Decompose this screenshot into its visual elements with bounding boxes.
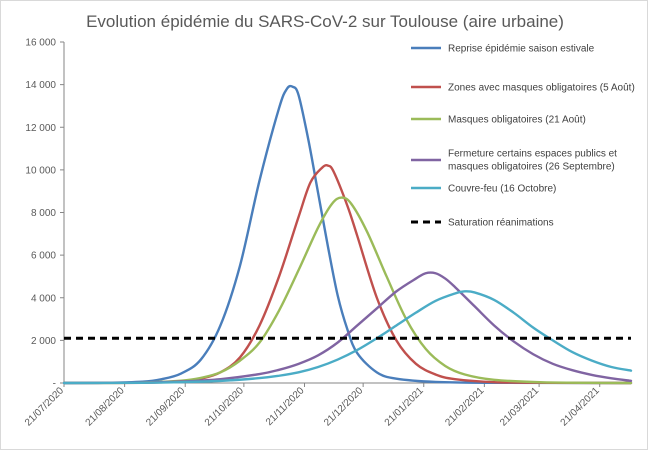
legend-label-5: Couvre-feu (16 Octobre) <box>448 184 556 195</box>
x-tick-label: 21/04/2021 <box>559 385 602 428</box>
series-line-5 <box>62 290 633 385</box>
axis-layer: - 2 000 4 000 6 000 8 000 10 000 12 000 14 000 1… <box>23 38 631 429</box>
y-tick-label: 10 000 <box>25 165 56 176</box>
legend-label-2: Zones avec masques obligatoires (5 Août) <box>448 83 635 94</box>
y-tick-label: 2 000 <box>31 336 56 347</box>
series-layer <box>62 84 633 385</box>
x-tick-label: 21/02/2021 <box>443 385 486 428</box>
x-tick-label: 21/07/2020 <box>23 385 66 428</box>
y-tick-label: 6 000 <box>31 251 56 262</box>
series-line-1 <box>62 84 633 385</box>
y-tick-label: - <box>53 379 56 390</box>
y-tick-label: 4 000 <box>31 293 56 304</box>
series-line-2 <box>62 164 633 385</box>
x-tick-label: 21/12/2020 <box>322 385 365 428</box>
x-tick-label: 21/03/2021 <box>498 385 541 428</box>
y-tick-label: 14 000 <box>25 80 56 91</box>
y-tick-label: 8 000 <box>31 208 56 219</box>
y-tick-label: 16 000 <box>25 38 56 49</box>
x-tick-label: 21/08/2020 <box>84 385 127 428</box>
chart-title: Evolution épidémie du SARS-CoV-2 sur Tou… <box>86 12 564 31</box>
legend-label-6: Saturation réanimations <box>448 218 554 229</box>
legend-label-3: Masques obligatoires (21 Août) <box>448 115 586 126</box>
series-line-4 <box>62 271 633 385</box>
y-tick-label: 12 000 <box>25 123 56 134</box>
series-line-3 <box>62 196 633 385</box>
x-tick-label: 21/11/2020 <box>264 385 307 428</box>
legend-label-1: Reprise épidémie saison estivale <box>448 44 595 55</box>
x-tick-label: 21/01/2021 <box>383 385 426 428</box>
x-tick-label: 21/10/2020 <box>203 385 246 428</box>
legend: Reprise épidémie saison estivale Zones av… <box>411 44 635 229</box>
x-tick-label: 21/09/2020 <box>144 385 187 428</box>
legend-label-4: Fermeture certains espaces publics et mas… <box>448 149 617 173</box>
